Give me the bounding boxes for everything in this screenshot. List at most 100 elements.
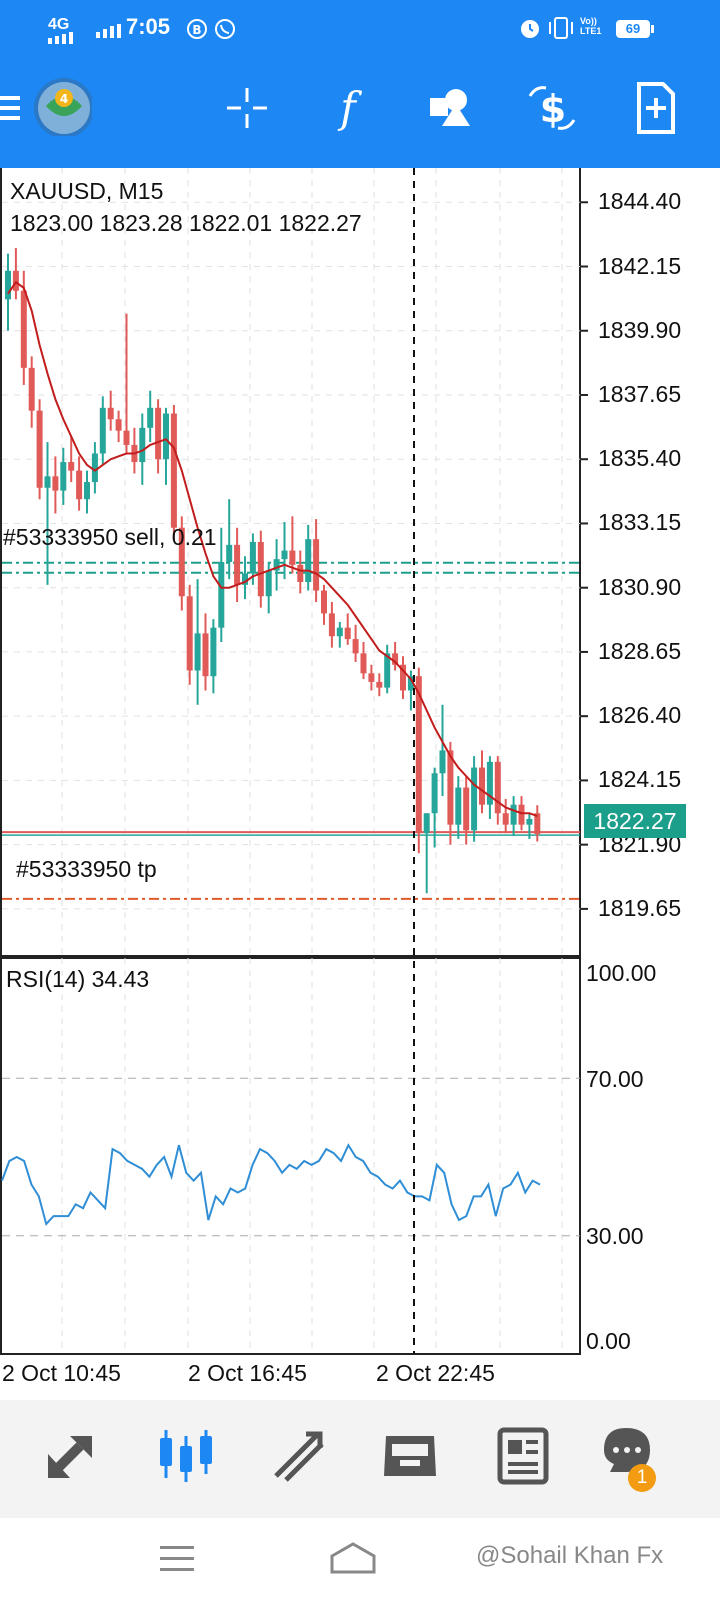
candle-body	[218, 562, 225, 628]
candle-body	[400, 664, 406, 691]
candle-body	[20, 290, 27, 368]
price-tick-label: 1819.65	[598, 894, 682, 921]
candle-body	[155, 407, 162, 460]
candle-body	[163, 413, 169, 460]
candle-body	[352, 639, 359, 654]
rsi-level-100: 100.00	[586, 960, 657, 986]
watermark: @Sohail Khan Fx	[476, 1542, 664, 1569]
rsi-level-0: 0.00	[586, 1328, 631, 1354]
candle-body	[60, 462, 67, 491]
menu-icon[interactable]	[0, 78, 54, 138]
candle-body	[360, 653, 367, 674]
svg-text:B: B	[192, 23, 201, 37]
candle-body	[139, 427, 146, 463]
volte-label: Vo)) LTE1	[580, 16, 602, 36]
toolbar: 4 f $	[0, 56, 720, 168]
history-icon[interactable]	[370, 1416, 450, 1496]
bottom-navigation: 1	[0, 1400, 720, 1518]
svg-text:$: $	[540, 87, 566, 131]
rsi-level-70: 70.00	[586, 1066, 644, 1092]
candle-body	[534, 813, 541, 835]
candle-body	[36, 410, 43, 488]
candle-body	[289, 550, 296, 565]
rsi-level-30: 30.00	[586, 1223, 644, 1249]
price-lines	[2, 561, 580, 900]
signal-strength-icon	[48, 32, 73, 44]
candle-body	[423, 813, 430, 834]
candle-body	[257, 542, 264, 597]
price-tick-label: 1824.15	[598, 766, 682, 793]
battery-tip	[651, 25, 654, 33]
battery-icon: 69	[616, 20, 650, 38]
current-price-label: 1822.27	[593, 808, 677, 834]
ma-line	[7, 280, 538, 818]
candle-body	[178, 527, 185, 597]
recents-icon[interactable]	[158, 1544, 198, 1574]
clock: 7:05	[126, 14, 171, 39]
app-logo-icon[interactable]: 4	[32, 76, 92, 136]
candle-body	[5, 270, 11, 300]
candle-body	[12, 270, 19, 291]
network-type: 4G	[48, 16, 70, 33]
candle-body	[494, 761, 501, 814]
candle-body	[479, 767, 485, 805]
candle-body	[147, 407, 154, 428]
candle-body	[336, 627, 343, 637]
whatsapp-icon	[215, 19, 235, 39]
candles	[5, 247, 541, 894]
crosshair-icon[interactable]	[217, 78, 277, 138]
messages-badge-count: 1	[636, 1467, 648, 1488]
candle-body	[28, 367, 35, 411]
main-panel-frame	[0, 168, 581, 957]
system-navigation-bar: @Sohail Khan Fx	[0, 1518, 720, 1600]
candle-body	[368, 673, 375, 682]
chart-icon[interactable]	[146, 1416, 226, 1496]
time-label-1: 2 Oct 10:45	[2, 1360, 121, 1386]
new-order-icon[interactable]	[625, 78, 685, 138]
candle-body	[392, 653, 399, 665]
trade-icon[interactable]	[258, 1416, 338, 1496]
candle-body	[226, 544, 233, 562]
price-tick-label: 1839.90	[598, 316, 682, 343]
candle-body	[202, 633, 209, 677]
candle-body	[186, 596, 193, 671]
candle-body	[526, 818, 533, 825]
price-tick-label: 1833.15	[598, 509, 682, 536]
candle-body	[249, 542, 256, 574]
candle-body	[44, 476, 51, 488]
candle-body	[447, 750, 454, 825]
price-chart[interactable]	[0, 168, 720, 1400]
candle-body	[115, 419, 122, 431]
candle-body	[91, 453, 98, 483]
candle-body	[376, 681, 383, 688]
candle-body	[313, 539, 320, 591]
signal-strength-icon-2	[96, 24, 121, 38]
candle-body	[502, 813, 509, 825]
candle-body	[99, 407, 106, 454]
alarm-icon	[521, 20, 539, 38]
candle-body	[384, 653, 391, 688]
quotes-icon[interactable]	[30, 1416, 110, 1496]
candle-body	[281, 550, 288, 560]
home-icon[interactable]	[328, 1540, 378, 1576]
messages-icon[interactable]	[592, 1416, 672, 1496]
candle-body	[407, 676, 414, 691]
svg-text:f: f	[337, 83, 362, 132]
candle-body	[194, 633, 201, 671]
messages-badge: 1	[628, 1464, 656, 1492]
function-icon[interactable]: f	[318, 78, 378, 138]
candle-body	[210, 627, 217, 677]
price-tick-label: 1828.65	[598, 637, 682, 664]
candle-body	[107, 407, 114, 420]
news-icon[interactable]	[482, 1416, 562, 1496]
order-label: #53333950 sell, 0.21	[3, 524, 217, 550]
candle-body	[52, 476, 59, 491]
candle-body	[68, 462, 75, 471]
currency-trade-icon[interactable]: $	[522, 78, 582, 138]
candle-body	[431, 773, 438, 814]
objects-icon[interactable]	[420, 78, 480, 138]
symbol-label: XAUUSD, M15	[10, 178, 164, 204]
chart-area[interactable]: XAUUSD, M15 1823.00 1823.28 1822.01 1822…	[0, 168, 720, 1400]
vibrate-icon	[549, 17, 573, 39]
candle-body	[84, 482, 90, 500]
